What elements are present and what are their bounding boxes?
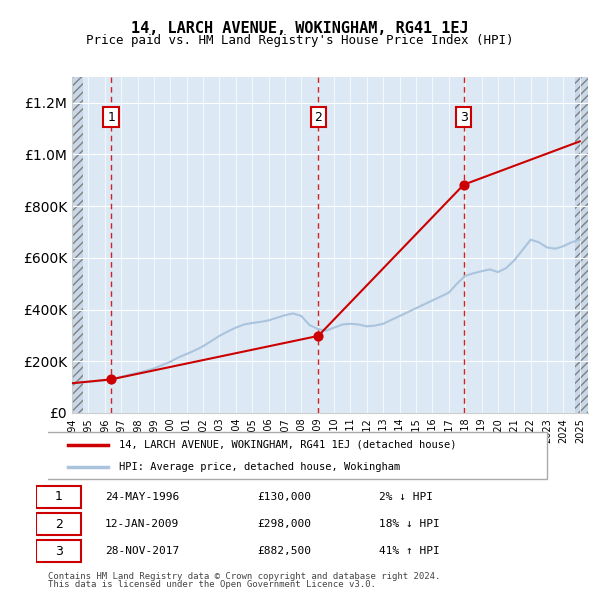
Text: 1: 1	[107, 110, 115, 123]
Text: This data is licensed under the Open Government Licence v3.0.: This data is licensed under the Open Gov…	[48, 580, 376, 589]
Text: £298,000: £298,000	[258, 519, 312, 529]
Text: £130,000: £130,000	[258, 491, 312, 502]
Text: 24-MAY-1996: 24-MAY-1996	[104, 491, 179, 502]
Point	[459, 180, 469, 189]
Text: 14, LARCH AVENUE, WOKINGHAM, RG41 1EJ: 14, LARCH AVENUE, WOKINGHAM, RG41 1EJ	[131, 21, 469, 35]
Text: Price paid vs. HM Land Registry's House Price Index (HPI): Price paid vs. HM Land Registry's House …	[86, 34, 514, 47]
Point	[106, 375, 116, 384]
Text: 18% ↓ HPI: 18% ↓ HPI	[379, 519, 440, 529]
Text: 41% ↑ HPI: 41% ↑ HPI	[379, 546, 440, 556]
Text: 1: 1	[55, 490, 62, 503]
Text: £882,500: £882,500	[258, 546, 312, 556]
FancyBboxPatch shape	[36, 540, 81, 562]
Text: 2% ↓ HPI: 2% ↓ HPI	[379, 491, 433, 502]
Bar	[575, 77, 588, 413]
FancyBboxPatch shape	[36, 486, 81, 507]
Text: 12-JAN-2009: 12-JAN-2009	[104, 519, 179, 529]
Text: 2: 2	[314, 110, 322, 123]
Text: 3: 3	[460, 110, 467, 123]
Text: 14, LARCH AVENUE, WOKINGHAM, RG41 1EJ (detached house): 14, LARCH AVENUE, WOKINGHAM, RG41 1EJ (d…	[119, 440, 456, 450]
FancyBboxPatch shape	[36, 513, 81, 535]
Text: 3: 3	[55, 545, 62, 558]
FancyBboxPatch shape	[43, 432, 547, 479]
Point	[313, 331, 323, 340]
Bar	[72, 77, 83, 413]
Text: HPI: Average price, detached house, Wokingham: HPI: Average price, detached house, Woki…	[119, 462, 400, 472]
Text: 28-NOV-2017: 28-NOV-2017	[104, 546, 179, 556]
Text: Contains HM Land Registry data © Crown copyright and database right 2024.: Contains HM Land Registry data © Crown c…	[48, 572, 440, 581]
Text: 2: 2	[55, 517, 62, 530]
